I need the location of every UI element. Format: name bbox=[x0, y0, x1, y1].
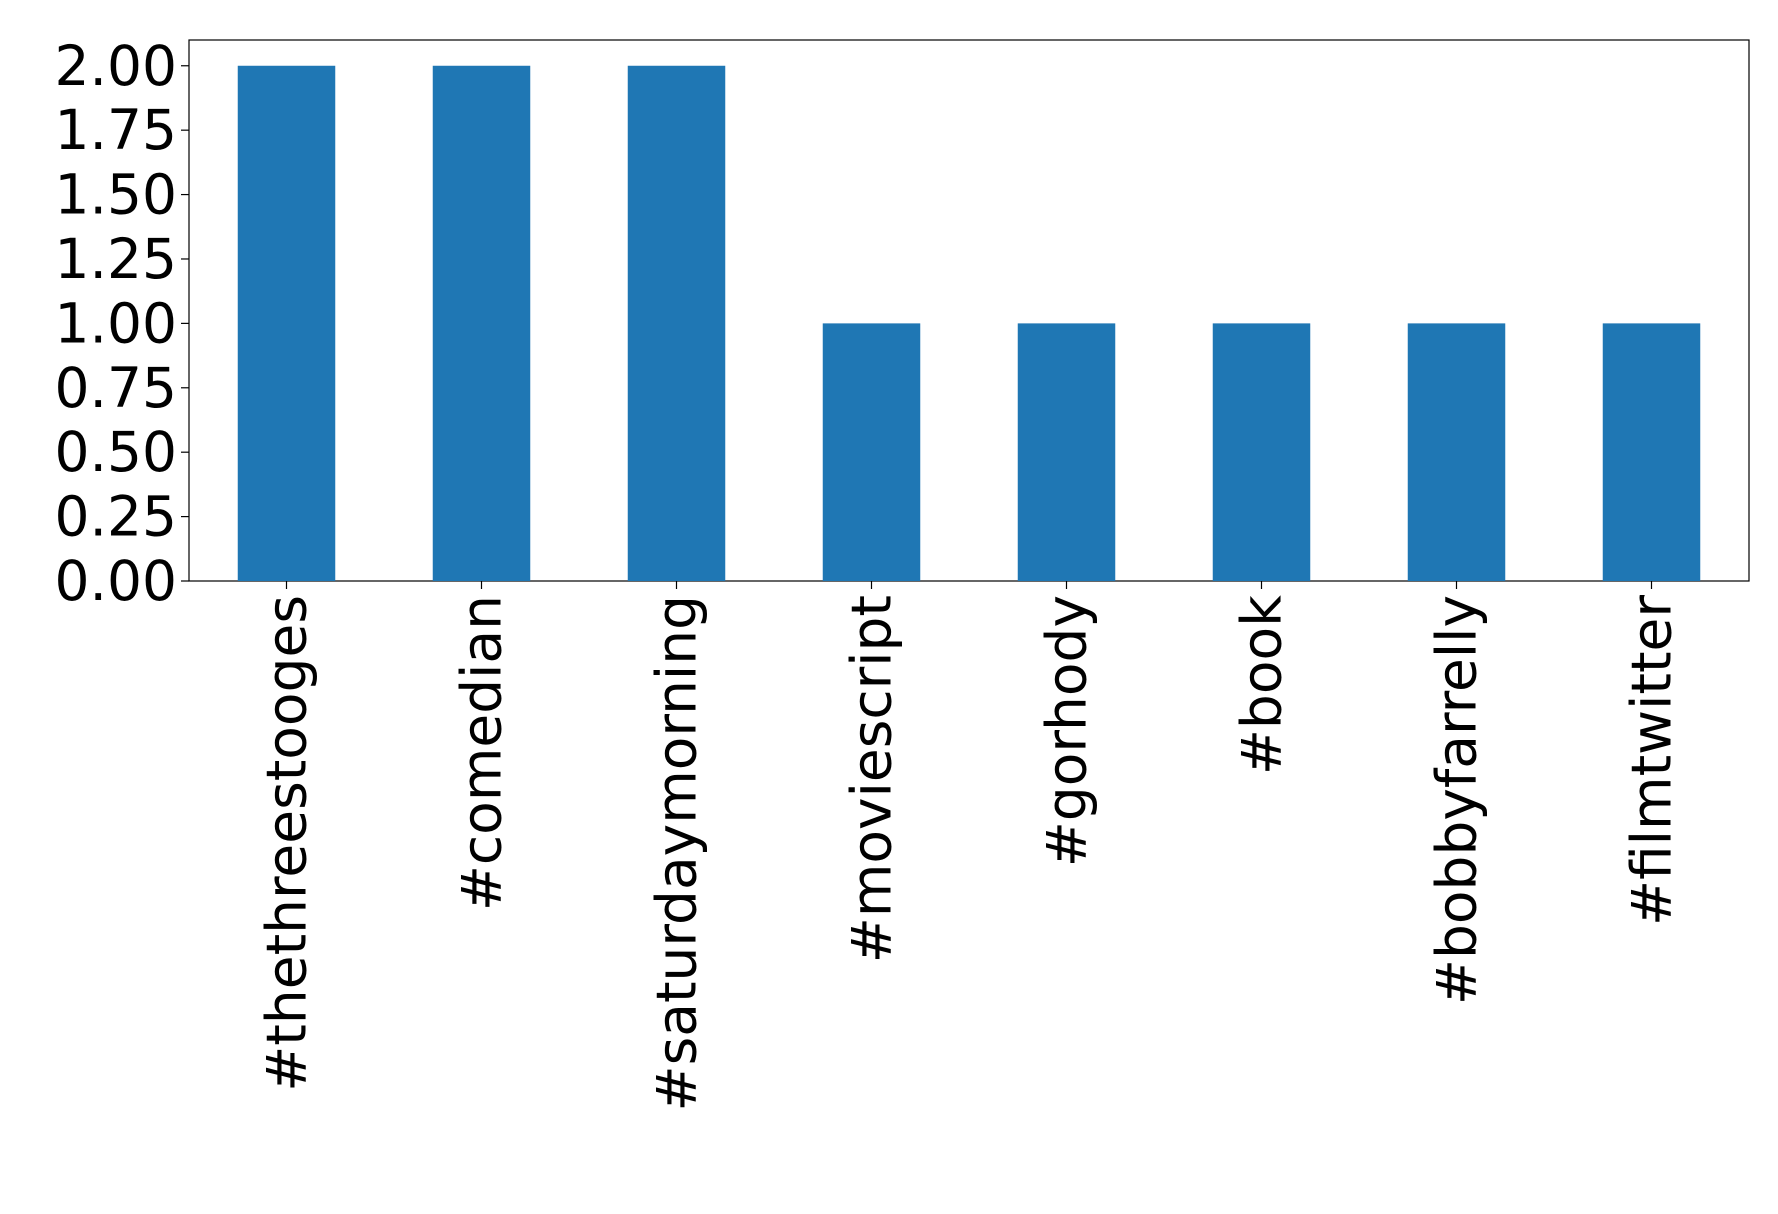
x-tick-label: #filmtwitter bbox=[1620, 595, 1684, 926]
y-tick-label: 1.00 bbox=[55, 291, 177, 355]
y-tick-label: 1.25 bbox=[55, 227, 177, 291]
bar bbox=[1212, 323, 1311, 581]
y-tick-label: 0.50 bbox=[55, 420, 177, 484]
y-tick-label: 0.00 bbox=[55, 549, 177, 613]
x-tick-label: #saturdaymorning bbox=[645, 595, 709, 1111]
y-tick-label: 2.00 bbox=[55, 34, 177, 98]
y-tick-label: 0.25 bbox=[55, 485, 177, 549]
bar bbox=[822, 323, 921, 581]
bar bbox=[1407, 323, 1506, 581]
y-tick-label: 0.75 bbox=[55, 356, 177, 420]
x-tick-label: #book bbox=[1230, 595, 1294, 775]
x-tick-label: #bobbyfarrelly bbox=[1425, 595, 1489, 1005]
x-tick-label: #moviescript bbox=[840, 595, 904, 963]
bar bbox=[627, 65, 726, 581]
x-tick-label: #gorhody bbox=[1035, 595, 1099, 867]
bar bbox=[237, 65, 336, 581]
bar bbox=[432, 65, 531, 581]
y-tick-label: 1.75 bbox=[55, 98, 177, 162]
y-tick-label: 1.50 bbox=[55, 163, 177, 227]
plot-frame bbox=[188, 39, 1750, 582]
x-tick-label: #comedian bbox=[450, 595, 514, 911]
x-tick-label: #thethreestooges bbox=[255, 595, 319, 1092]
bar bbox=[1602, 323, 1701, 581]
bar bbox=[1017, 323, 1116, 581]
